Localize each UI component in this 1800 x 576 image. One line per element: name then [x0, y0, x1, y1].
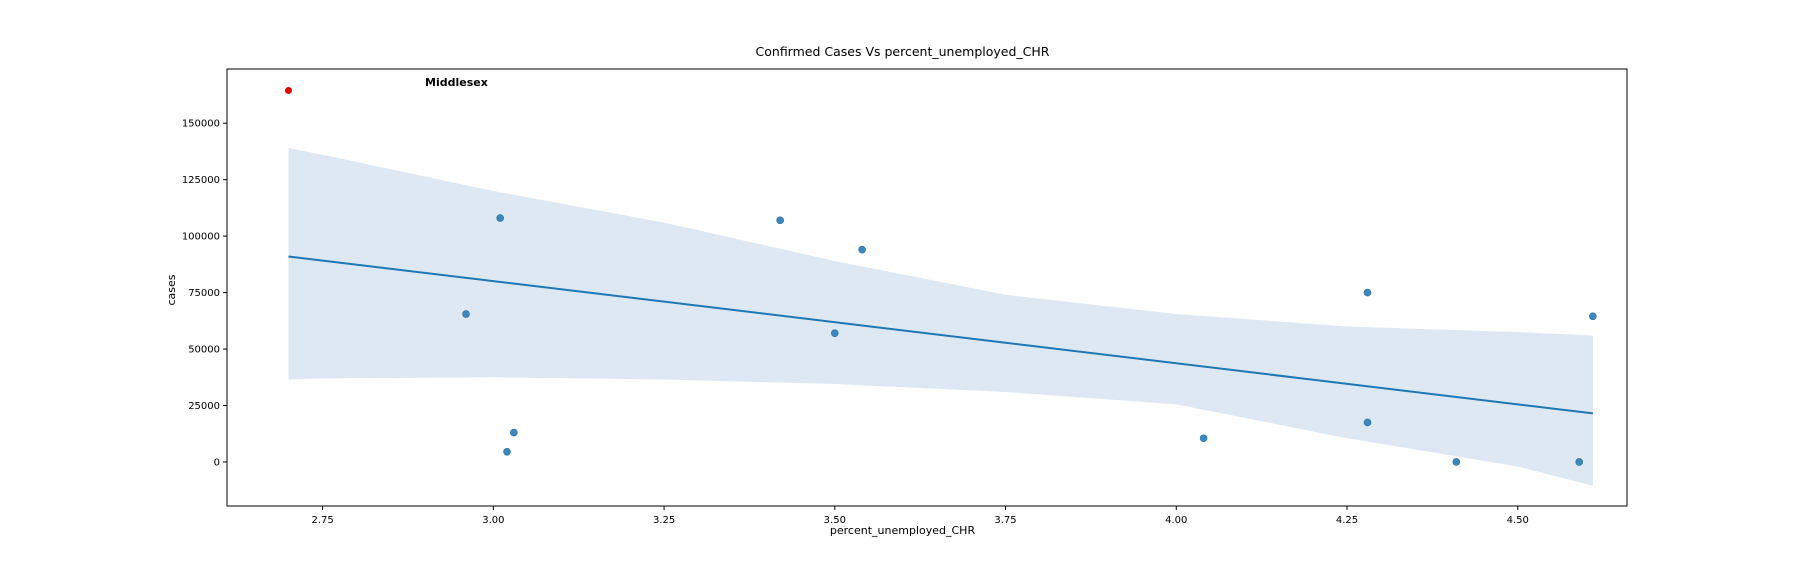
data-point-2 — [503, 447, 511, 456]
data-point-12 — [1589, 312, 1597, 321]
x-tick-label: 3.75 — [994, 515, 1016, 526]
y-tick-label: 75000 — [188, 288, 220, 299]
data-point-11 — [1575, 458, 1583, 466]
x-tick-label: 4.50 — [1507, 515, 1529, 526]
x-tick-label: 3.00 — [482, 515, 504, 526]
data-point-10 — [1452, 458, 1461, 466]
y-tick-label: 125000 — [182, 175, 220, 186]
data-point-3 — [510, 428, 518, 437]
data-point-6 — [858, 245, 866, 254]
data-point-9 — [1363, 418, 1372, 427]
y-tick-label: 100000 — [182, 232, 220, 243]
y-tick-label: 25000 — [188, 401, 220, 412]
highlight-point-middlesex — [284, 86, 292, 94]
confidence-band — [288, 148, 1593, 486]
data-points — [462, 214, 1597, 466]
y-tick-label: 150000 — [182, 119, 220, 130]
plot-frame — [226, 68, 1628, 507]
regression-line — [288, 255, 1593, 415]
y-axis-ticks: 0 25000 50000 75000 100000 125000 150000 — [182, 119, 227, 468]
y-tick-label: 0 — [214, 457, 220, 468]
data-point-5 — [831, 329, 839, 338]
data-point-0 — [462, 310, 470, 318]
highlight-label: Middlesex — [425, 76, 488, 89]
x-tick-label: 3.25 — [653, 515, 675, 526]
data-point-4 — [776, 216, 784, 225]
y-tick-label: 50000 — [188, 345, 220, 356]
x-tick-label: 2.75 — [311, 515, 333, 526]
x-tick-label: 3.50 — [824, 515, 846, 526]
data-point-7 — [1199, 434, 1208, 443]
y-axis-label: cases — [165, 274, 178, 305]
chart-title: Confirmed Cases Vs percent_unemployed_CH… — [756, 44, 1050, 59]
data-point-8 — [1363, 288, 1372, 297]
x-axis-ticks: 2.75 3.00 3.25 3.50 3.75 4.00 4.25 4.50 — [311, 506, 1529, 526]
x-tick-label: 4.25 — [1336, 515, 1358, 526]
plot-area: Middlesex — [284, 76, 1597, 486]
x-axis-label: percent_unemployed_CHR — [830, 524, 976, 537]
x-tick-label: 4.00 — [1165, 515, 1187, 526]
data-point-1 — [496, 214, 504, 222]
